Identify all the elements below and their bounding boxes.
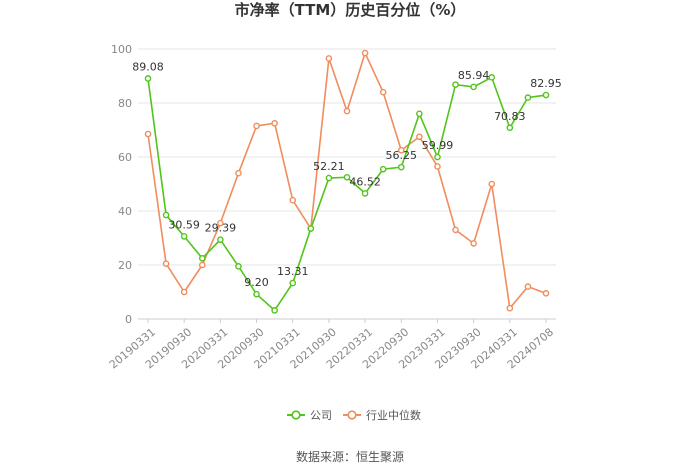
data-label: 30.59 — [168, 218, 200, 231]
x-axis: 2019033120190930202003312020093020210331… — [107, 318, 556, 371]
data-point-industry-median[interactable] — [506, 304, 514, 312]
y-tick-label: 40 — [118, 205, 132, 218]
data-label: 56.25 — [386, 149, 418, 162]
data-label: 46.52 — [349, 175, 381, 188]
data-point-industry-median[interactable] — [379, 88, 387, 96]
legend-item-company[interactable]: 公司 — [287, 409, 332, 422]
data-point-company[interactable] — [343, 173, 351, 181]
data-point-company[interactable] — [198, 254, 206, 262]
y-tick-label: 20 — [118, 259, 132, 272]
data-label: 13.31 — [277, 265, 309, 278]
y-tick-label: 0 — [125, 313, 132, 326]
data-point-company[interactable] — [416, 110, 423, 118]
chart-title: 市净率（TTM）历史百分位（%） — [235, 1, 466, 19]
legend-item-industry-median[interactable]: 行业中位数 — [343, 408, 421, 422]
data-point-industry-median[interactable] — [289, 196, 297, 204]
data-point-industry-median[interactable] — [488, 180, 496, 188]
data-point-industry-median[interactable] — [180, 288, 188, 296]
data-point-company[interactable] — [361, 190, 369, 197]
data-label: 59.99 — [422, 139, 454, 152]
data-point-industry-median[interactable] — [542, 290, 550, 297]
data-point-company[interactable] — [307, 225, 315, 232]
data-point-company[interactable] — [271, 307, 278, 314]
y-tick-label: 80 — [118, 97, 132, 110]
data-point-company[interactable] — [253, 290, 260, 298]
data-point-company[interactable] — [452, 81, 459, 88]
data-label: 52.21 — [313, 160, 345, 173]
data-point-industry-median[interactable] — [361, 49, 369, 57]
data-point-company[interactable] — [162, 211, 170, 219]
data-point-industry-median[interactable] — [416, 133, 423, 141]
data-label: 29.39 — [205, 222, 237, 235]
data-point-company[interactable] — [524, 94, 532, 101]
data-point-industry-median[interactable] — [524, 283, 532, 290]
data-point-industry-median[interactable] — [434, 163, 441, 170]
data-point-company[interactable] — [144, 75, 152, 82]
y-tick-label: 60 — [118, 151, 132, 164]
legend-marker-company — [291, 410, 301, 420]
data-point-industry-median[interactable] — [253, 122, 260, 130]
legend-marker-industry-median — [347, 410, 357, 420]
data-point-industry-median[interactable] — [217, 219, 224, 227]
data-point-industry-median[interactable] — [162, 260, 170, 267]
data-label: 9.20 — [244, 276, 269, 289]
data-point-company[interactable] — [180, 233, 188, 240]
data-point-industry-median[interactable] — [470, 240, 477, 247]
data-point-company[interactable] — [488, 74, 496, 81]
legend-label-industry-median: 行业中位数 — [366, 408, 421, 422]
data-point-company[interactable] — [217, 236, 224, 243]
data-point-industry-median[interactable] — [235, 169, 242, 177]
legend: 公司 行业中位数 — [287, 408, 421, 422]
data-point-industry-median[interactable] — [343, 107, 351, 115]
data-source: 数据来源：恒生聚源 — [296, 449, 404, 464]
data-point-company[interactable] — [325, 174, 333, 182]
data-label: 85.94 — [458, 69, 490, 82]
data-point-company[interactable] — [542, 91, 550, 99]
data-point-industry-median[interactable] — [397, 146, 405, 154]
data-point-industry-median[interactable] — [271, 119, 278, 127]
data-label: 82.95 — [530, 77, 562, 90]
data-point-industry-median[interactable] — [198, 261, 206, 269]
data-point-company[interactable] — [434, 153, 441, 161]
data-label: 89.08 — [132, 60, 164, 73]
data-point-company[interactable] — [397, 163, 405, 171]
data-point-industry-median[interactable] — [452, 226, 459, 234]
y-tick-label: 100 — [111, 43, 132, 56]
data-point-company[interactable] — [235, 263, 242, 270]
data-point-company[interactable] — [470, 83, 477, 91]
data-point-company[interactable] — [379, 165, 387, 173]
series-line-industry-median — [147, 52, 547, 310]
series-group — [144, 49, 550, 314]
data-point-industry-median[interactable] — [144, 130, 152, 138]
data-point-company[interactable] — [289, 279, 297, 287]
data-label: 70.83 — [494, 110, 526, 123]
data-labels: 89.08 30.59 29.39 9.20 13.31 52.21 46.52 56.25 5… — [132, 60, 562, 289]
data-point-company[interactable] — [506, 124, 514, 132]
data-point-industry-median[interactable] — [325, 55, 333, 62]
legend-label-company: 公司 — [310, 409, 332, 422]
y-axis: 0 20 40 60 80 100 — [111, 43, 132, 326]
